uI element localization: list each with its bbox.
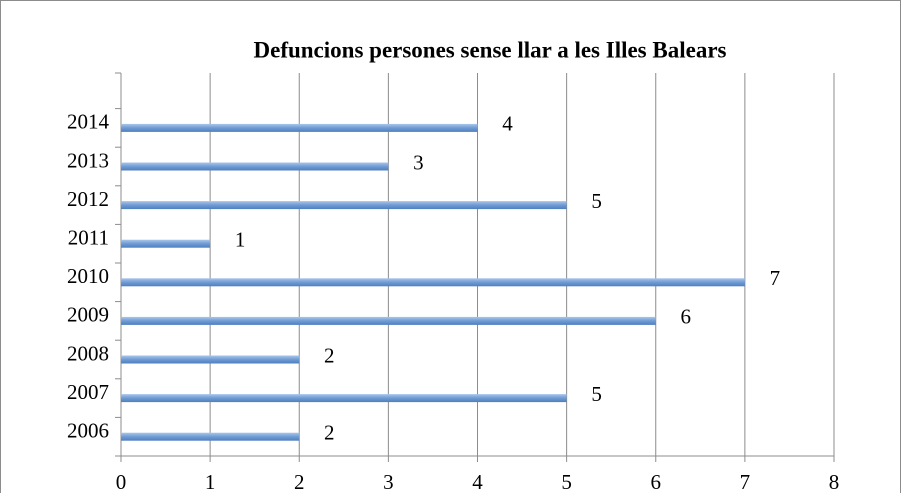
y-tick-label: 2008 xyxy=(67,341,109,365)
x-tick-label: 6 xyxy=(651,470,662,493)
bar xyxy=(121,394,567,403)
x-tick-label: 8 xyxy=(829,470,840,493)
data-label: 5 xyxy=(591,382,602,406)
y-tick-label: 2007 xyxy=(67,380,109,404)
x-tick-label: 3 xyxy=(383,470,394,493)
y-tick-label: 2012 xyxy=(67,187,109,211)
chart-title: Defuncions persones sense llar a les Ill… xyxy=(254,37,727,62)
x-tick-label: 2 xyxy=(294,470,305,493)
data-label: 6 xyxy=(681,305,692,329)
data-label: 7 xyxy=(770,266,781,290)
bar xyxy=(121,239,211,248)
x-tick-label: 4 xyxy=(472,470,483,493)
x-tick-label: 7 xyxy=(740,470,751,493)
y-tick-label: 2013 xyxy=(67,148,109,172)
y-tick-label: 2011 xyxy=(68,226,109,250)
data-label: 4 xyxy=(502,112,513,136)
data-label: 5 xyxy=(591,189,602,213)
data-label: 1 xyxy=(235,228,246,252)
bar xyxy=(121,355,300,364)
data-label: 2 xyxy=(324,421,335,445)
x-tick-label: 0 xyxy=(116,470,127,493)
x-tick-label: 1 xyxy=(205,470,216,493)
x-tick-label: 5 xyxy=(561,470,572,493)
bar xyxy=(121,278,745,287)
bar xyxy=(121,123,478,132)
y-tick-label: 2014 xyxy=(67,110,110,134)
y-tick-label: 2006 xyxy=(67,419,109,443)
bar xyxy=(121,201,567,210)
bar xyxy=(121,316,656,325)
data-label: 2 xyxy=(324,343,335,367)
bar xyxy=(121,432,300,441)
y-tick-label: 2009 xyxy=(67,303,109,327)
bar xyxy=(121,162,389,171)
y-tick-label: 2010 xyxy=(67,264,109,288)
data-label: 3 xyxy=(413,150,424,174)
